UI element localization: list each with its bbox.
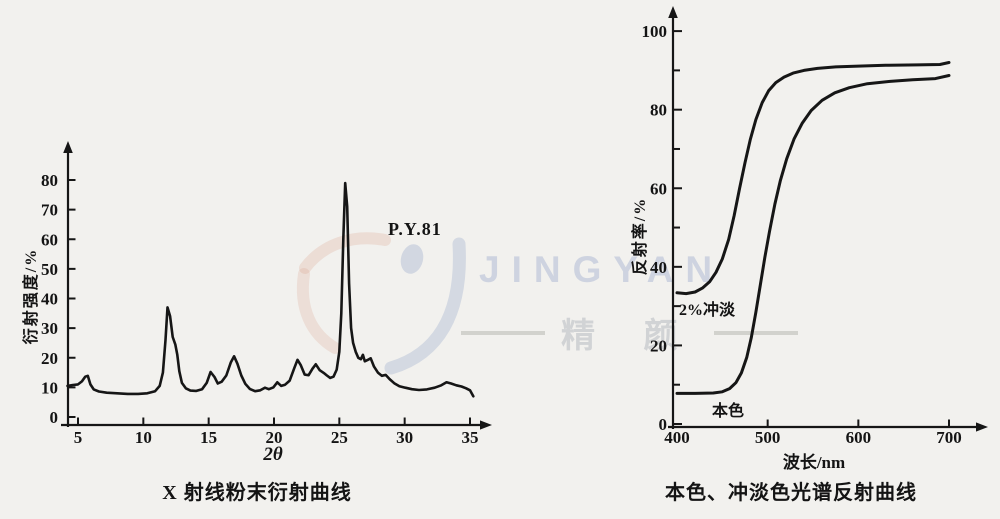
tick-label: 500 — [755, 428, 781, 447]
series-label-fullcolor: 本色 — [712, 403, 745, 420]
tick-label: 15 — [200, 428, 217, 447]
reflectance-chart-caption: 本色、冲淡色光谱反射曲线 — [665, 482, 917, 504]
tick-label: 80 — [41, 171, 58, 190]
reflectance-curve-0 — [675, 61, 951, 296]
reflectance-x-axis-label: 波长/nm — [782, 453, 846, 472]
tick-label: 20 — [41, 349, 58, 368]
tick-label: 25 — [331, 428, 348, 447]
xrd-x-axis-label: 2θ — [263, 444, 283, 465]
reflectance-y-axis-arrow — [668, 6, 678, 18]
tick-label: 60 — [41, 230, 58, 249]
tick-label: 35 — [462, 428, 479, 447]
tick-label: 60 — [650, 179, 667, 198]
tick-label: 40 — [650, 258, 667, 277]
xrd-x-axis-arrow — [480, 420, 492, 430]
tick-label: 80 — [650, 101, 667, 120]
tick-label: 5 — [74, 428, 83, 447]
reflectance-curve-1 — [675, 74, 951, 395]
tick-label: 10 — [41, 378, 58, 397]
tick-label: 100 — [642, 22, 668, 41]
tick-label: 30 — [41, 319, 58, 338]
tick-label: 40 — [41, 290, 58, 309]
reflectance-y-axis-label: 反射率/% — [632, 196, 649, 276]
tick-label: 70 — [41, 201, 58, 220]
tick-label: 0 — [659, 415, 668, 434]
series-label-diluted: 2%冲淡 — [679, 302, 736, 319]
reflectance-x-axis-arrow — [976, 422, 988, 432]
xrd-curve — [66, 181, 475, 398]
pigment-annotation: P.Y.81 — [388, 219, 442, 239]
xrd-chart-caption: X 射线粉末衍射曲线 — [162, 482, 352, 504]
tick-label: 20 — [266, 428, 283, 447]
tick-label: 600 — [846, 428, 872, 447]
tick-label: 30 — [396, 428, 413, 447]
tick-label: 10 — [135, 428, 152, 447]
xrd-y-axis-arrow — [63, 141, 73, 153]
tick-label: 50 — [41, 260, 58, 279]
tick-label: 700 — [936, 428, 962, 447]
xrd-y-axis-label: 衍射强度/% — [23, 247, 40, 345]
tick-label: 20 — [650, 336, 667, 355]
tick-label: 400 — [664, 428, 690, 447]
tick-label: 0 — [50, 408, 59, 427]
